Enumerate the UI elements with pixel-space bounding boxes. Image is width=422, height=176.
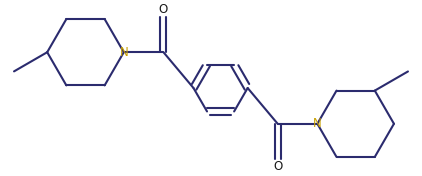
Text: O: O — [159, 2, 168, 15]
Text: N: N — [119, 46, 128, 59]
Text: N: N — [313, 117, 322, 130]
Text: O: O — [273, 161, 282, 174]
